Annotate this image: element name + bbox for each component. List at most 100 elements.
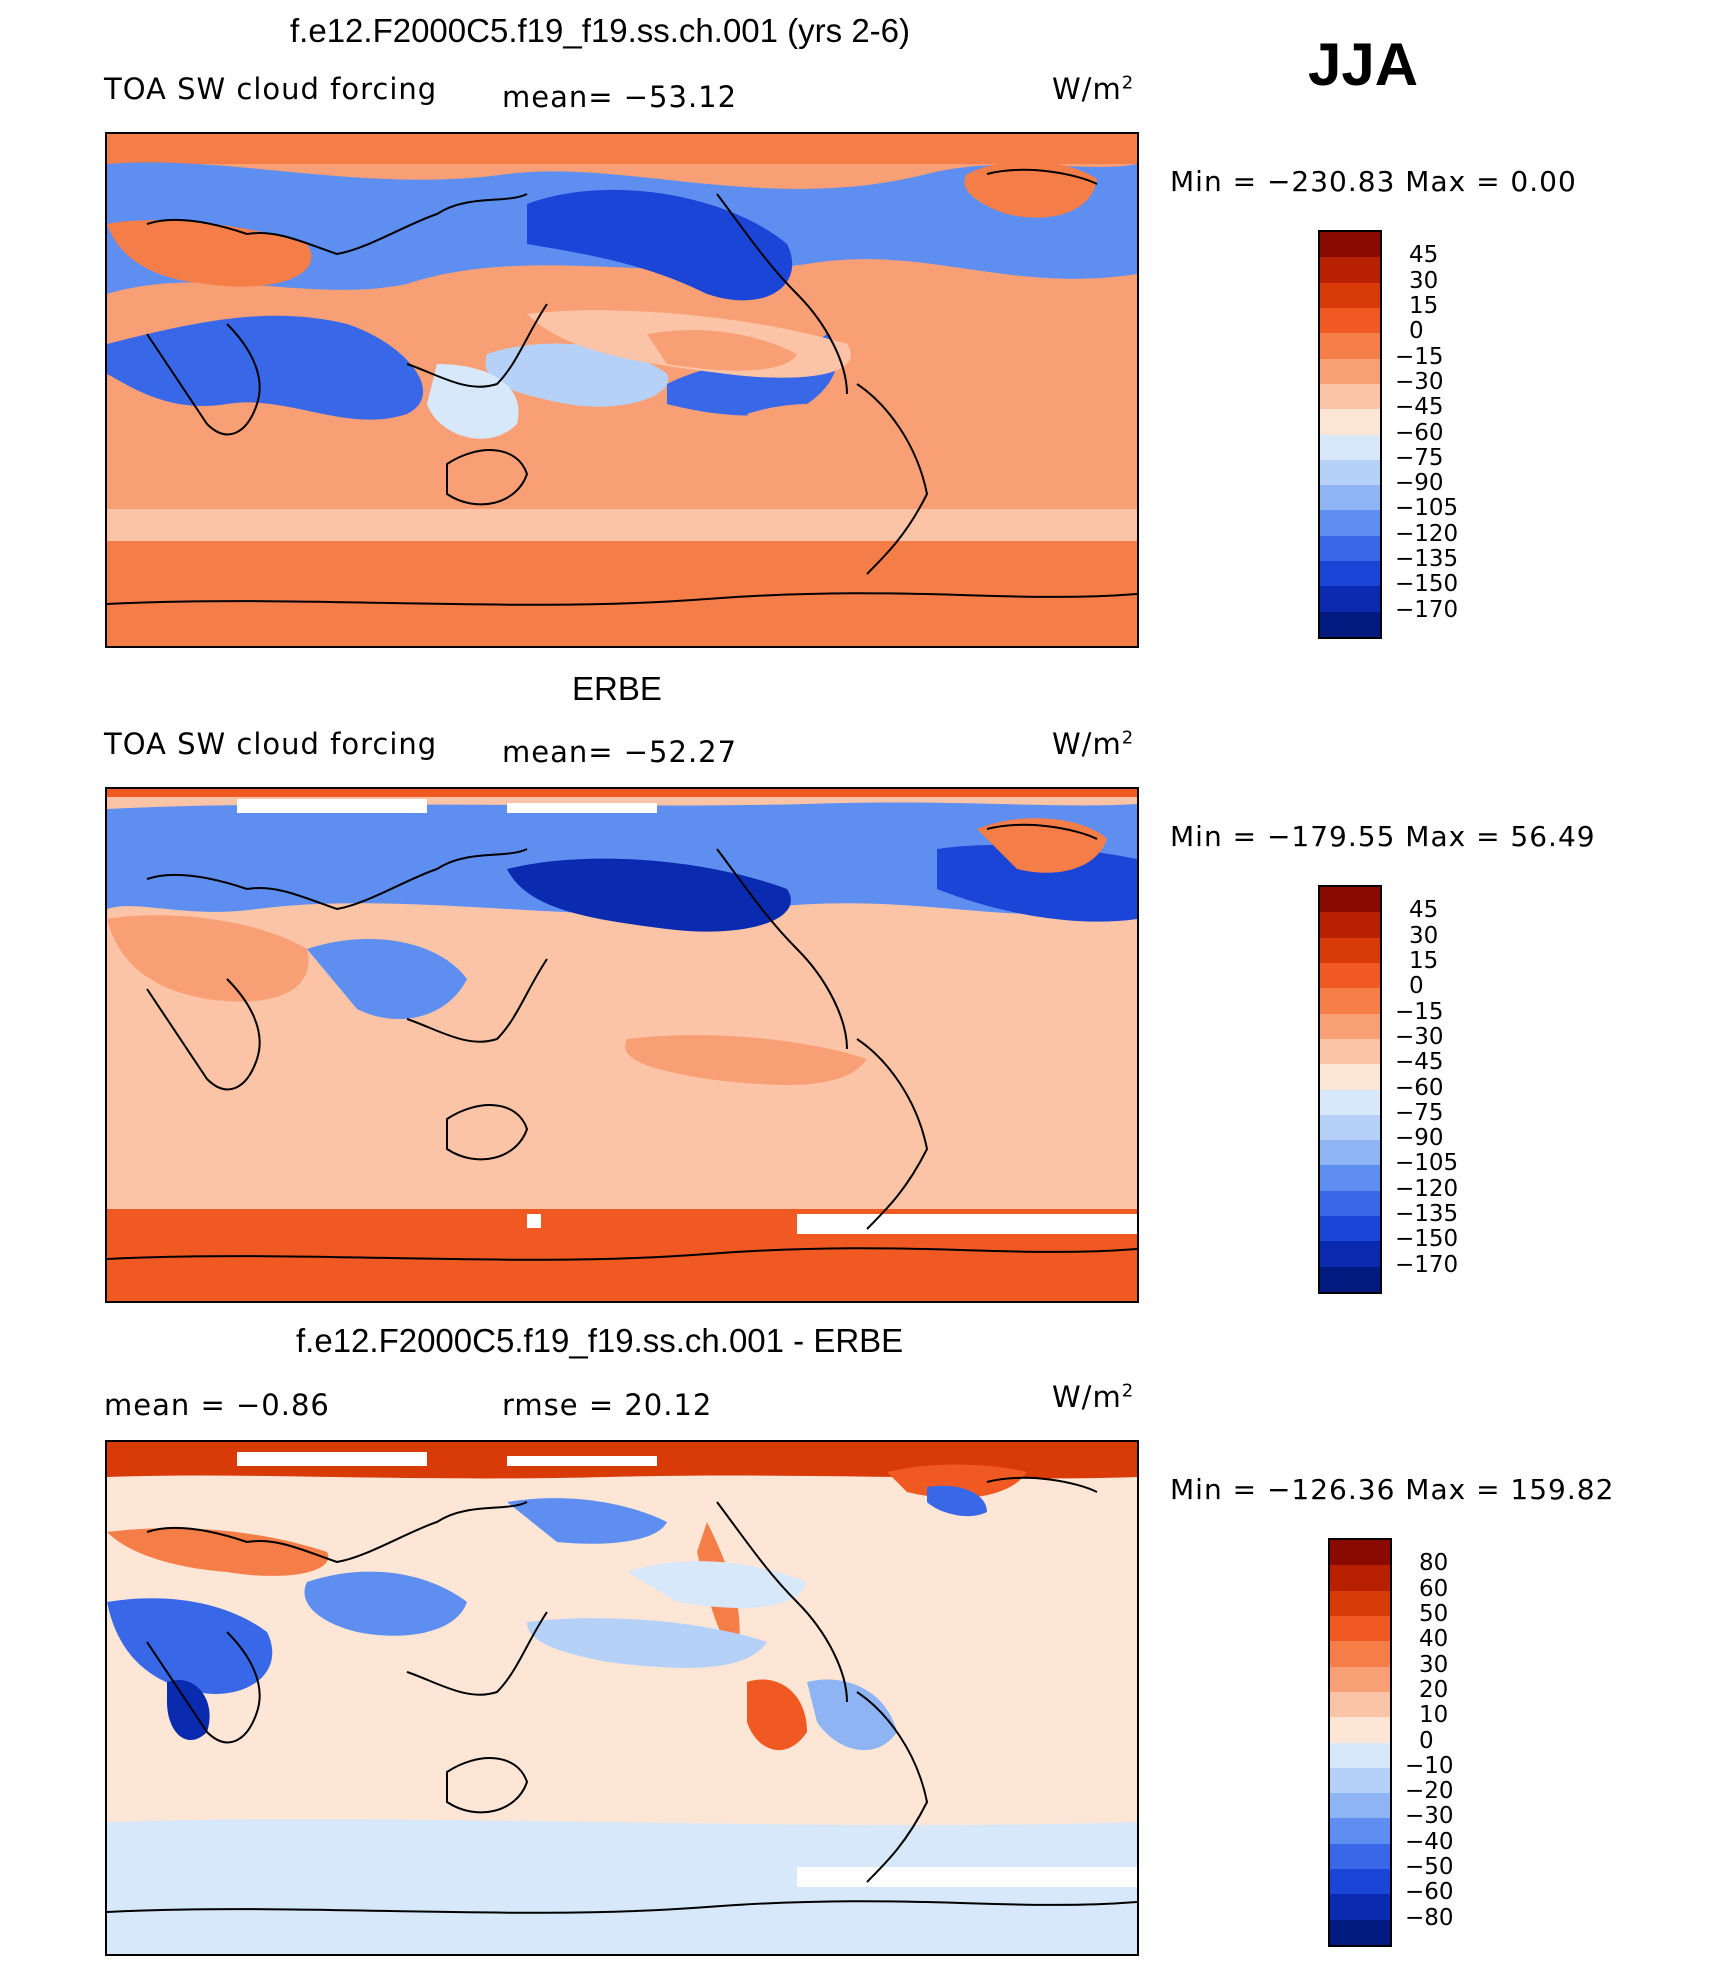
colorbar-tick-label: −45	[1395, 394, 1444, 421]
colorbar-box	[1320, 988, 1380, 1015]
colorbar-box	[1320, 1266, 1380, 1292]
panel-2-mean: mean= −52.27	[502, 735, 738, 769]
colorbar-box	[1320, 1013, 1380, 1040]
colorbar-tick-label: −150	[1395, 571, 1459, 598]
colorbar-tick-label: −45	[1395, 1049, 1444, 1076]
colorbar-tick-label: −60	[1395, 1074, 1444, 1101]
colorbar-tick-label: −120	[1395, 520, 1459, 547]
colorbar-box	[1320, 1089, 1380, 1116]
colorbar-tick-label: 30	[1409, 922, 1439, 949]
colorbar-box	[1330, 1641, 1390, 1668]
colorbar-tick-label: 30	[1409, 267, 1439, 294]
colorbar-box	[1330, 1843, 1390, 1871]
panel-1-map	[105, 132, 1139, 648]
panel-1-colorbar	[1318, 230, 1382, 639]
colorbar-tick-label: 10	[1419, 1702, 1449, 1729]
colorbar-tick-label: −170	[1395, 1251, 1459, 1278]
panel-3-rmse: rmse = 20.12	[502, 1388, 713, 1422]
panel-1-minmax: Min = −230.83 Max = 0.00	[1170, 165, 1577, 198]
colorbar-box	[1320, 257, 1380, 284]
colorbar-box	[1320, 358, 1380, 385]
colorbar-tick-label: 40	[1419, 1626, 1449, 1653]
colorbar-tick-label: 80	[1419, 1550, 1449, 1577]
colorbar-box	[1320, 887, 1380, 914]
colorbar-tick-label: −150	[1395, 1226, 1459, 1253]
colorbar-tick-label: −75	[1395, 1099, 1444, 1126]
colorbar-tick-label: 15	[1409, 947, 1439, 974]
colorbar-box	[1320, 459, 1380, 487]
colorbar-box	[1320, 307, 1380, 335]
colorbar-tick-label: −135	[1395, 546, 1459, 573]
season-label: JJA	[1308, 31, 1419, 98]
colorbar-tick-label: −105	[1395, 1150, 1459, 1177]
colorbar-tick-label: 0	[1419, 1727, 1434, 1754]
colorbar-tick-label: −30	[1395, 368, 1444, 395]
panel-3-map	[105, 1440, 1139, 1956]
panel-3-minmax: Min = −126.36 Max = 159.82	[1170, 1473, 1615, 1506]
panel-1-field-label: TOA SW cloud forcing	[104, 72, 438, 106]
panel-1-units: W/m2	[1052, 72, 1135, 106]
colorbar-tick-label: 30	[1419, 1651, 1449, 1678]
colorbar-box	[1320, 1216, 1380, 1243]
colorbar-box	[1320, 1114, 1380, 1142]
colorbar-tick-label: −10	[1405, 1752, 1454, 1779]
colorbar-tick-label: −60	[1395, 419, 1444, 446]
colorbar-tick-label: −30	[1405, 1803, 1454, 1830]
colorbar-box	[1330, 1666, 1390, 1693]
colorbar-tick-label: 20	[1419, 1676, 1449, 1703]
colorbar-box	[1330, 1615, 1390, 1643]
colorbar-tick-label: −30	[1395, 1023, 1444, 1050]
colorbar-box	[1320, 1241, 1380, 1268]
panel-1-colorbar-labels: 45 30 15 0 −15 −30 −45 −60 −75 −90 −105 −120 −135 −15…	[1395, 230, 1515, 635]
colorbar-box	[1320, 485, 1380, 512]
colorbar-tick-label: 0	[1409, 973, 1424, 1000]
colorbar-box	[1320, 333, 1380, 360]
colorbar-box	[1320, 937, 1380, 964]
colorbar-box	[1330, 1742, 1390, 1769]
colorbar-box	[1330, 1869, 1390, 1896]
colorbar-box	[1320, 232, 1380, 259]
panel-3-mean: mean = −0.86	[104, 1388, 330, 1422]
colorbar-tick-label: −40	[1405, 1828, 1454, 1855]
colorbar-box	[1320, 1190, 1380, 1218]
colorbar-tick-label: −50	[1405, 1854, 1454, 1881]
colorbar-box	[1320, 1038, 1380, 1066]
colorbar-box	[1330, 1717, 1390, 1744]
colorbar-box	[1330, 1793, 1390, 1820]
panel-1-mean: mean= −53.12	[502, 80, 738, 114]
colorbar-box	[1320, 383, 1380, 411]
colorbar-tick-label: −135	[1395, 1201, 1459, 1228]
panel-3-colorbar-labels: 80 60 50 40 30 20 10 0 −10 −20 −30 −40 −50 −60 −80	[1405, 1538, 1525, 1943]
colorbar-tick-label: −105	[1395, 495, 1459, 522]
colorbar-box	[1330, 1894, 1390, 1921]
colorbar-box	[1330, 1767, 1390, 1795]
colorbar-box	[1330, 1540, 1390, 1567]
colorbar-box	[1320, 962, 1380, 990]
colorbar-box	[1320, 586, 1380, 613]
colorbar-tick-label: 45	[1409, 242, 1439, 269]
colorbar-tick-label: −15	[1395, 998, 1444, 1025]
colorbar-box	[1320, 912, 1380, 939]
colorbar-tick-label: 0	[1409, 318, 1424, 345]
panel-3-title: f.e12.F2000C5.f19_f19.ss.ch.001 - ERBE	[296, 1322, 904, 1359]
colorbar-box	[1330, 1590, 1390, 1617]
panel-2-title: ERBE	[572, 670, 662, 707]
colorbar-box	[1320, 282, 1380, 309]
colorbar-box	[1330, 1565, 1390, 1592]
colorbar-box	[1330, 1919, 1390, 1945]
colorbar-tick-label: −60	[1405, 1879, 1454, 1906]
colorbar-box	[1320, 561, 1380, 588]
colorbar-box	[1320, 434, 1380, 461]
colorbar-box	[1330, 1818, 1390, 1845]
panel-2-minmax: Min = −179.55 Max = 56.49	[1170, 820, 1596, 853]
panel-2-colorbar	[1318, 885, 1382, 1294]
colorbar-box	[1320, 409, 1380, 436]
colorbar-tick-label: −75	[1395, 444, 1444, 471]
colorbar-tick-label: 45	[1409, 897, 1439, 924]
panel-3-colorbar	[1328, 1538, 1392, 1947]
colorbar-box	[1320, 1140, 1380, 1167]
panel-2-colorbar-labels: 45 30 15 0 −15 −30 −45 −60 −75 −90 −105 −120 −135 −15…	[1395, 885, 1515, 1290]
colorbar-tick-label: −90	[1395, 1125, 1444, 1152]
colorbar-tick-label: −80	[1405, 1904, 1454, 1931]
colorbar-tick-label: −120	[1395, 1175, 1459, 1202]
